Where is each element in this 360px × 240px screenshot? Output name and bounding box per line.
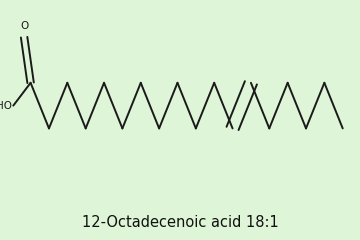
Text: O: O: [20, 21, 28, 31]
Text: HO: HO: [0, 101, 12, 111]
Text: 12-Octadecenoic acid 18:1: 12-Octadecenoic acid 18:1: [82, 216, 278, 230]
